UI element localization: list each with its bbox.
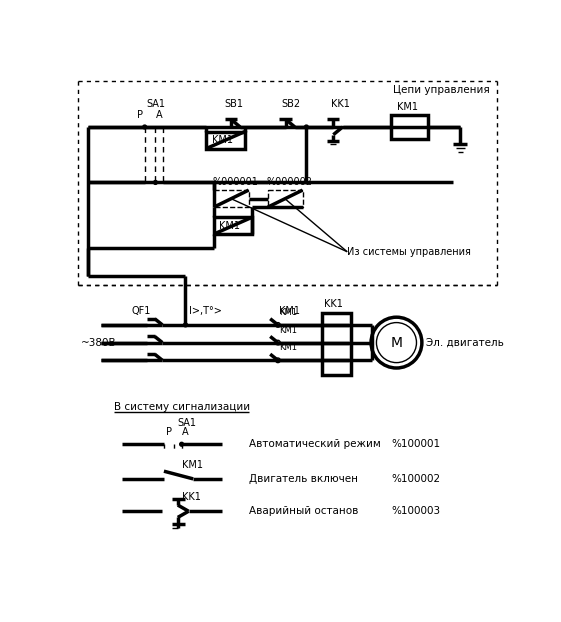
Bar — [322, 313, 351, 375]
Text: QF1: QF1 — [132, 306, 151, 316]
Text: Автоматический режим: Автоматический режим — [249, 439, 380, 449]
Text: SA1: SA1 — [146, 99, 165, 109]
Text: I>,T°>: I>,T°> — [188, 306, 222, 316]
Text: P: P — [137, 109, 143, 119]
Circle shape — [376, 323, 416, 363]
Text: %100002: %100002 — [391, 474, 440, 484]
Text: %100001: %100001 — [391, 439, 440, 449]
Bar — [214, 190, 249, 207]
Text: SB2: SB2 — [282, 99, 301, 109]
Text: KM1: KM1 — [182, 460, 203, 470]
Circle shape — [305, 125, 309, 129]
Text: KM1: KM1 — [397, 102, 419, 112]
Text: Аварийный останов: Аварийный останов — [249, 506, 358, 516]
Text: SB1: SB1 — [225, 99, 244, 109]
Text: KM1: KM1 — [279, 308, 297, 317]
Text: Цепи управления: Цепи управления — [393, 85, 490, 95]
Text: KM1: KM1 — [219, 221, 240, 231]
Circle shape — [142, 125, 146, 129]
Circle shape — [154, 180, 158, 184]
Text: A: A — [155, 109, 162, 119]
Circle shape — [180, 442, 183, 446]
Text: Двигатель включен: Двигатель включен — [249, 474, 357, 484]
Bar — [268, 190, 302, 207]
Text: KK1: KK1 — [331, 99, 350, 109]
Text: KK1: KK1 — [324, 299, 343, 309]
Text: KM1: KM1 — [279, 326, 297, 335]
Text: SA1: SA1 — [178, 418, 197, 428]
Text: %100003: %100003 — [391, 506, 440, 516]
Text: KK1: KK1 — [182, 493, 200, 503]
Text: M: M — [390, 336, 402, 350]
Bar — [206, 132, 245, 149]
Text: %000001: %000001 — [213, 177, 258, 187]
Text: A: A — [182, 427, 188, 437]
Text: KM1: KM1 — [279, 343, 297, 353]
Circle shape — [183, 323, 187, 327]
Text: KM1: KM1 — [211, 135, 233, 145]
Text: Эл. двигатель: Эл. двигатель — [426, 338, 504, 348]
Text: KM1: KM1 — [279, 306, 301, 316]
Text: ~380В: ~380В — [81, 338, 116, 348]
Text: Из системы управления: Из системы управления — [347, 247, 471, 257]
Bar — [214, 217, 252, 234]
Bar — [391, 114, 428, 139]
Text: %000002: %000002 — [266, 177, 312, 187]
Text: P: P — [166, 427, 172, 437]
Circle shape — [371, 317, 422, 368]
Text: В систему сигнализации: В систему сигнализации — [114, 402, 250, 412]
